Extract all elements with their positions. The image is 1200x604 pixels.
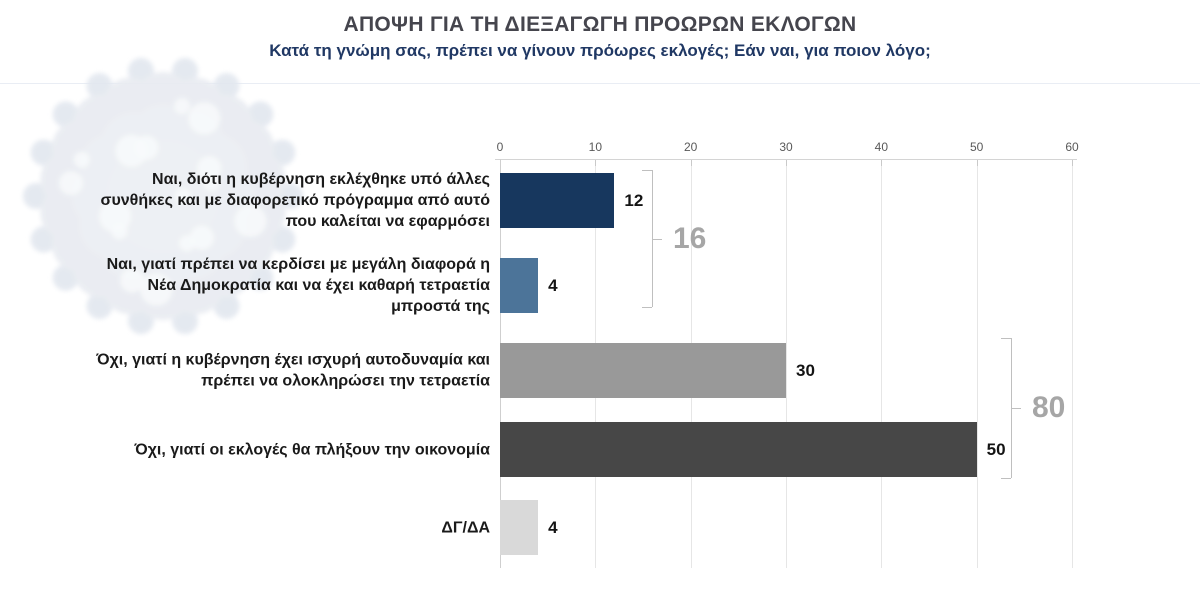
bracket-vertical-line — [1011, 338, 1012, 478]
x-axis-line — [495, 159, 1077, 160]
category-label: Όχι, γιατί οι εκλογές θα πλήξουν την οικ… — [134, 440, 491, 458]
x-axis-tick-label: 30 — [779, 140, 793, 154]
bar — [500, 173, 615, 228]
group-sum-label: 80 — [1032, 391, 1066, 424]
bracket-bottom-tick — [1001, 478, 1011, 479]
bar-value-label: 12 — [624, 190, 644, 210]
x-axis-tick — [881, 159, 883, 166]
x-axis-tick — [1072, 159, 1073, 166]
chart-subtitle: Κατά τη γνώμη σας, πρέπει να γίνουν πρόω… — [269, 41, 931, 60]
x-axis-tick — [690, 159, 692, 166]
bar-value-label: 4 — [548, 275, 558, 295]
category-label: Όχι, γιατί η κυβέρνηση έχει ισχυρή αυτοδ… — [96, 351, 490, 390]
x-gridline — [1072, 159, 1073, 568]
x-gridline — [976, 159, 978, 568]
bar-value-label: 30 — [796, 360, 815, 380]
x-axis-tick-label: 60 — [1065, 140, 1079, 154]
bar-value-label: 4 — [548, 517, 558, 537]
x-gridline — [881, 159, 883, 568]
bracket-middle-tick — [1012, 408, 1021, 409]
x-axis-tick-label: 0 — [496, 140, 504, 154]
bracket-vertical-line — [652, 170, 653, 307]
category-label: Ναι, γιατί πρέπει να κερδίσει με μεγάλη … — [106, 255, 490, 316]
category-label: ΔΓ/ΔΑ — [441, 518, 490, 536]
x-axis-tick — [786, 159, 787, 166]
chart-title: ΑΠΟΨΗ ΓΙΑ ΤΗ ΔΙΕΞΑΓΩΓΗ ΠΡΟΩΡΩΝ ΕΚΛΟΓΩΝ — [343, 13, 857, 36]
bracket-top-tick — [642, 170, 652, 171]
bar — [500, 500, 539, 555]
x-gridline — [786, 159, 787, 568]
category-label: Ναι, διότι η κυβέρνηση εκλέχθηκε υπό άλλ… — [100, 170, 490, 231]
bar — [500, 258, 539, 313]
bar — [500, 422, 977, 477]
x-axis-tick-label: 50 — [969, 140, 984, 154]
x-axis-tick-label: 40 — [874, 140, 889, 154]
header-divider — [0, 83, 1200, 84]
bracket-top-tick — [1001, 338, 1011, 339]
bar — [500, 343, 786, 398]
bar-value-label: 50 — [986, 439, 1006, 459]
bracket-middle-tick — [653, 238, 662, 240]
group-sum-label: 16 — [673, 221, 707, 255]
x-axis-tick — [595, 159, 597, 166]
x-axis-tick — [976, 159, 978, 166]
x-axis-tick-label: 20 — [683, 140, 698, 154]
bracket-bottom-tick — [642, 307, 652, 308]
x-axis-tick-label: 10 — [588, 140, 603, 154]
